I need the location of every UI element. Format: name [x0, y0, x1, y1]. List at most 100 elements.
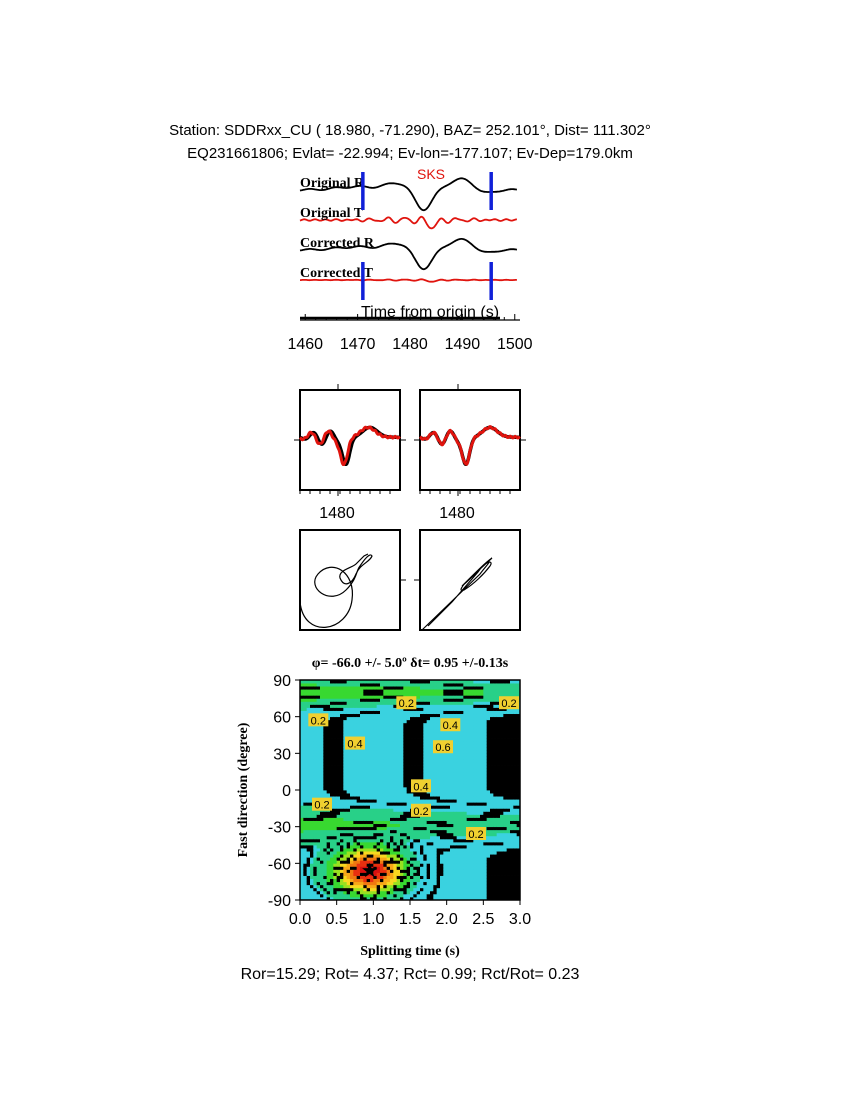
grid-cell: [336, 802, 341, 806]
grid-cell: [313, 680, 318, 684]
grid-cell: [466, 845, 471, 849]
grid-cell: [300, 845, 304, 849]
grid-cell: [516, 845, 520, 849]
grid-cell: [323, 777, 328, 782]
grid-cell: [506, 759, 511, 763]
grid-cell: [423, 756, 428, 760]
grid-cell: [376, 796, 381, 800]
grid-cell: [373, 695, 378, 699]
grid-cell: [383, 893, 388, 898]
grid-cell: [316, 728, 321, 733]
grid-cell: [516, 832, 520, 837]
grid-cell: [373, 689, 378, 693]
grid-cell: [430, 796, 434, 800]
grid-cell: [393, 725, 398, 730]
grid-cell: [380, 875, 384, 880]
grid-cell: [426, 820, 431, 825]
grid-cell: [360, 716, 364, 721]
grid-cell: [360, 854, 364, 858]
grid-cell: [366, 765, 371, 770]
grid-cell: [506, 817, 511, 821]
grid-cell: [436, 890, 441, 895]
grid-cell: [456, 799, 461, 803]
grid-cell: [306, 753, 311, 757]
grid-cell: [343, 857, 348, 861]
grid-cell: [356, 845, 361, 849]
grid-cell: [386, 756, 391, 760]
grid-cell: [493, 719, 498, 724]
grid-cell: [443, 893, 448, 898]
grid-cell: [380, 863, 384, 867]
grid-cell: [516, 872, 520, 876]
grid-cell: [426, 896, 431, 900]
grid-cell: [440, 814, 444, 818]
grid-cell: [430, 756, 434, 760]
grid-cell: [503, 878, 508, 883]
grid-cell: [413, 735, 418, 739]
grid-cell: [386, 741, 391, 745]
grid-cell: [320, 701, 324, 705]
grid-cell: [363, 710, 368, 715]
grid-cell: [476, 811, 481, 815]
grid-cell: [450, 768, 454, 773]
grid-cell: [310, 695, 314, 699]
grid-cell: [366, 811, 371, 815]
grid-cell: [370, 777, 374, 782]
grid-cell: [506, 857, 511, 861]
grid-cell: [376, 860, 381, 864]
grid-cell: [403, 817, 408, 821]
grid-cell: [463, 689, 468, 693]
grid-cell: [443, 820, 448, 825]
grid-cell: [336, 713, 341, 718]
grid-cell: [503, 747, 508, 751]
grid-cell: [353, 890, 358, 895]
grid-cell: [316, 783, 321, 788]
grid-cell: [456, 893, 461, 898]
grid-cell: [433, 756, 438, 760]
grid-cell: [303, 802, 308, 806]
grid-cell: [476, 728, 481, 733]
grid-cell: [410, 860, 414, 864]
grid-cell: [510, 890, 514, 895]
grid-cell: [330, 759, 334, 763]
grid-cell: [463, 811, 468, 815]
grid-cell: [450, 701, 454, 705]
grid-cell: [400, 887, 404, 892]
grid-cell: [436, 719, 441, 724]
grid-cell: [366, 756, 371, 760]
grid-cell: [373, 851, 378, 855]
grid-cell: [380, 786, 384, 791]
grid-cell: [386, 811, 391, 815]
grid-cell: [386, 735, 391, 739]
grid-cell: [386, 841, 391, 846]
grid-cell: [426, 686, 431, 690]
grid-cell: [453, 793, 458, 797]
grid-cell: [480, 744, 484, 748]
grid-cell: [323, 731, 328, 736]
grid-cell: [403, 716, 408, 721]
grid-cell: [330, 884, 334, 889]
grid-cell: [396, 820, 401, 825]
grid-cell: [376, 848, 381, 852]
grid-cell: [510, 814, 514, 818]
grid-cell: [360, 814, 364, 818]
grid-cell: [516, 808, 520, 812]
grid-cell: [383, 841, 388, 846]
grid-cell: [320, 765, 324, 770]
grid-cell: [400, 692, 404, 696]
grid-cell: [493, 872, 498, 876]
grid-cell: [390, 808, 394, 812]
grid-cell: [510, 738, 514, 742]
grid-cell: [390, 857, 394, 861]
grid-cell: [343, 872, 348, 876]
grid-cell: [420, 796, 424, 800]
grid-cell: [390, 735, 394, 739]
grid-cell: [370, 695, 374, 699]
grid-cell: [350, 796, 354, 800]
grid-cell: [433, 869, 438, 873]
grid-cell: [516, 863, 520, 867]
grid-cell: [356, 878, 361, 883]
grid-cell: [496, 725, 501, 730]
grid-cell: [510, 808, 514, 812]
grid-cell: [456, 753, 461, 757]
